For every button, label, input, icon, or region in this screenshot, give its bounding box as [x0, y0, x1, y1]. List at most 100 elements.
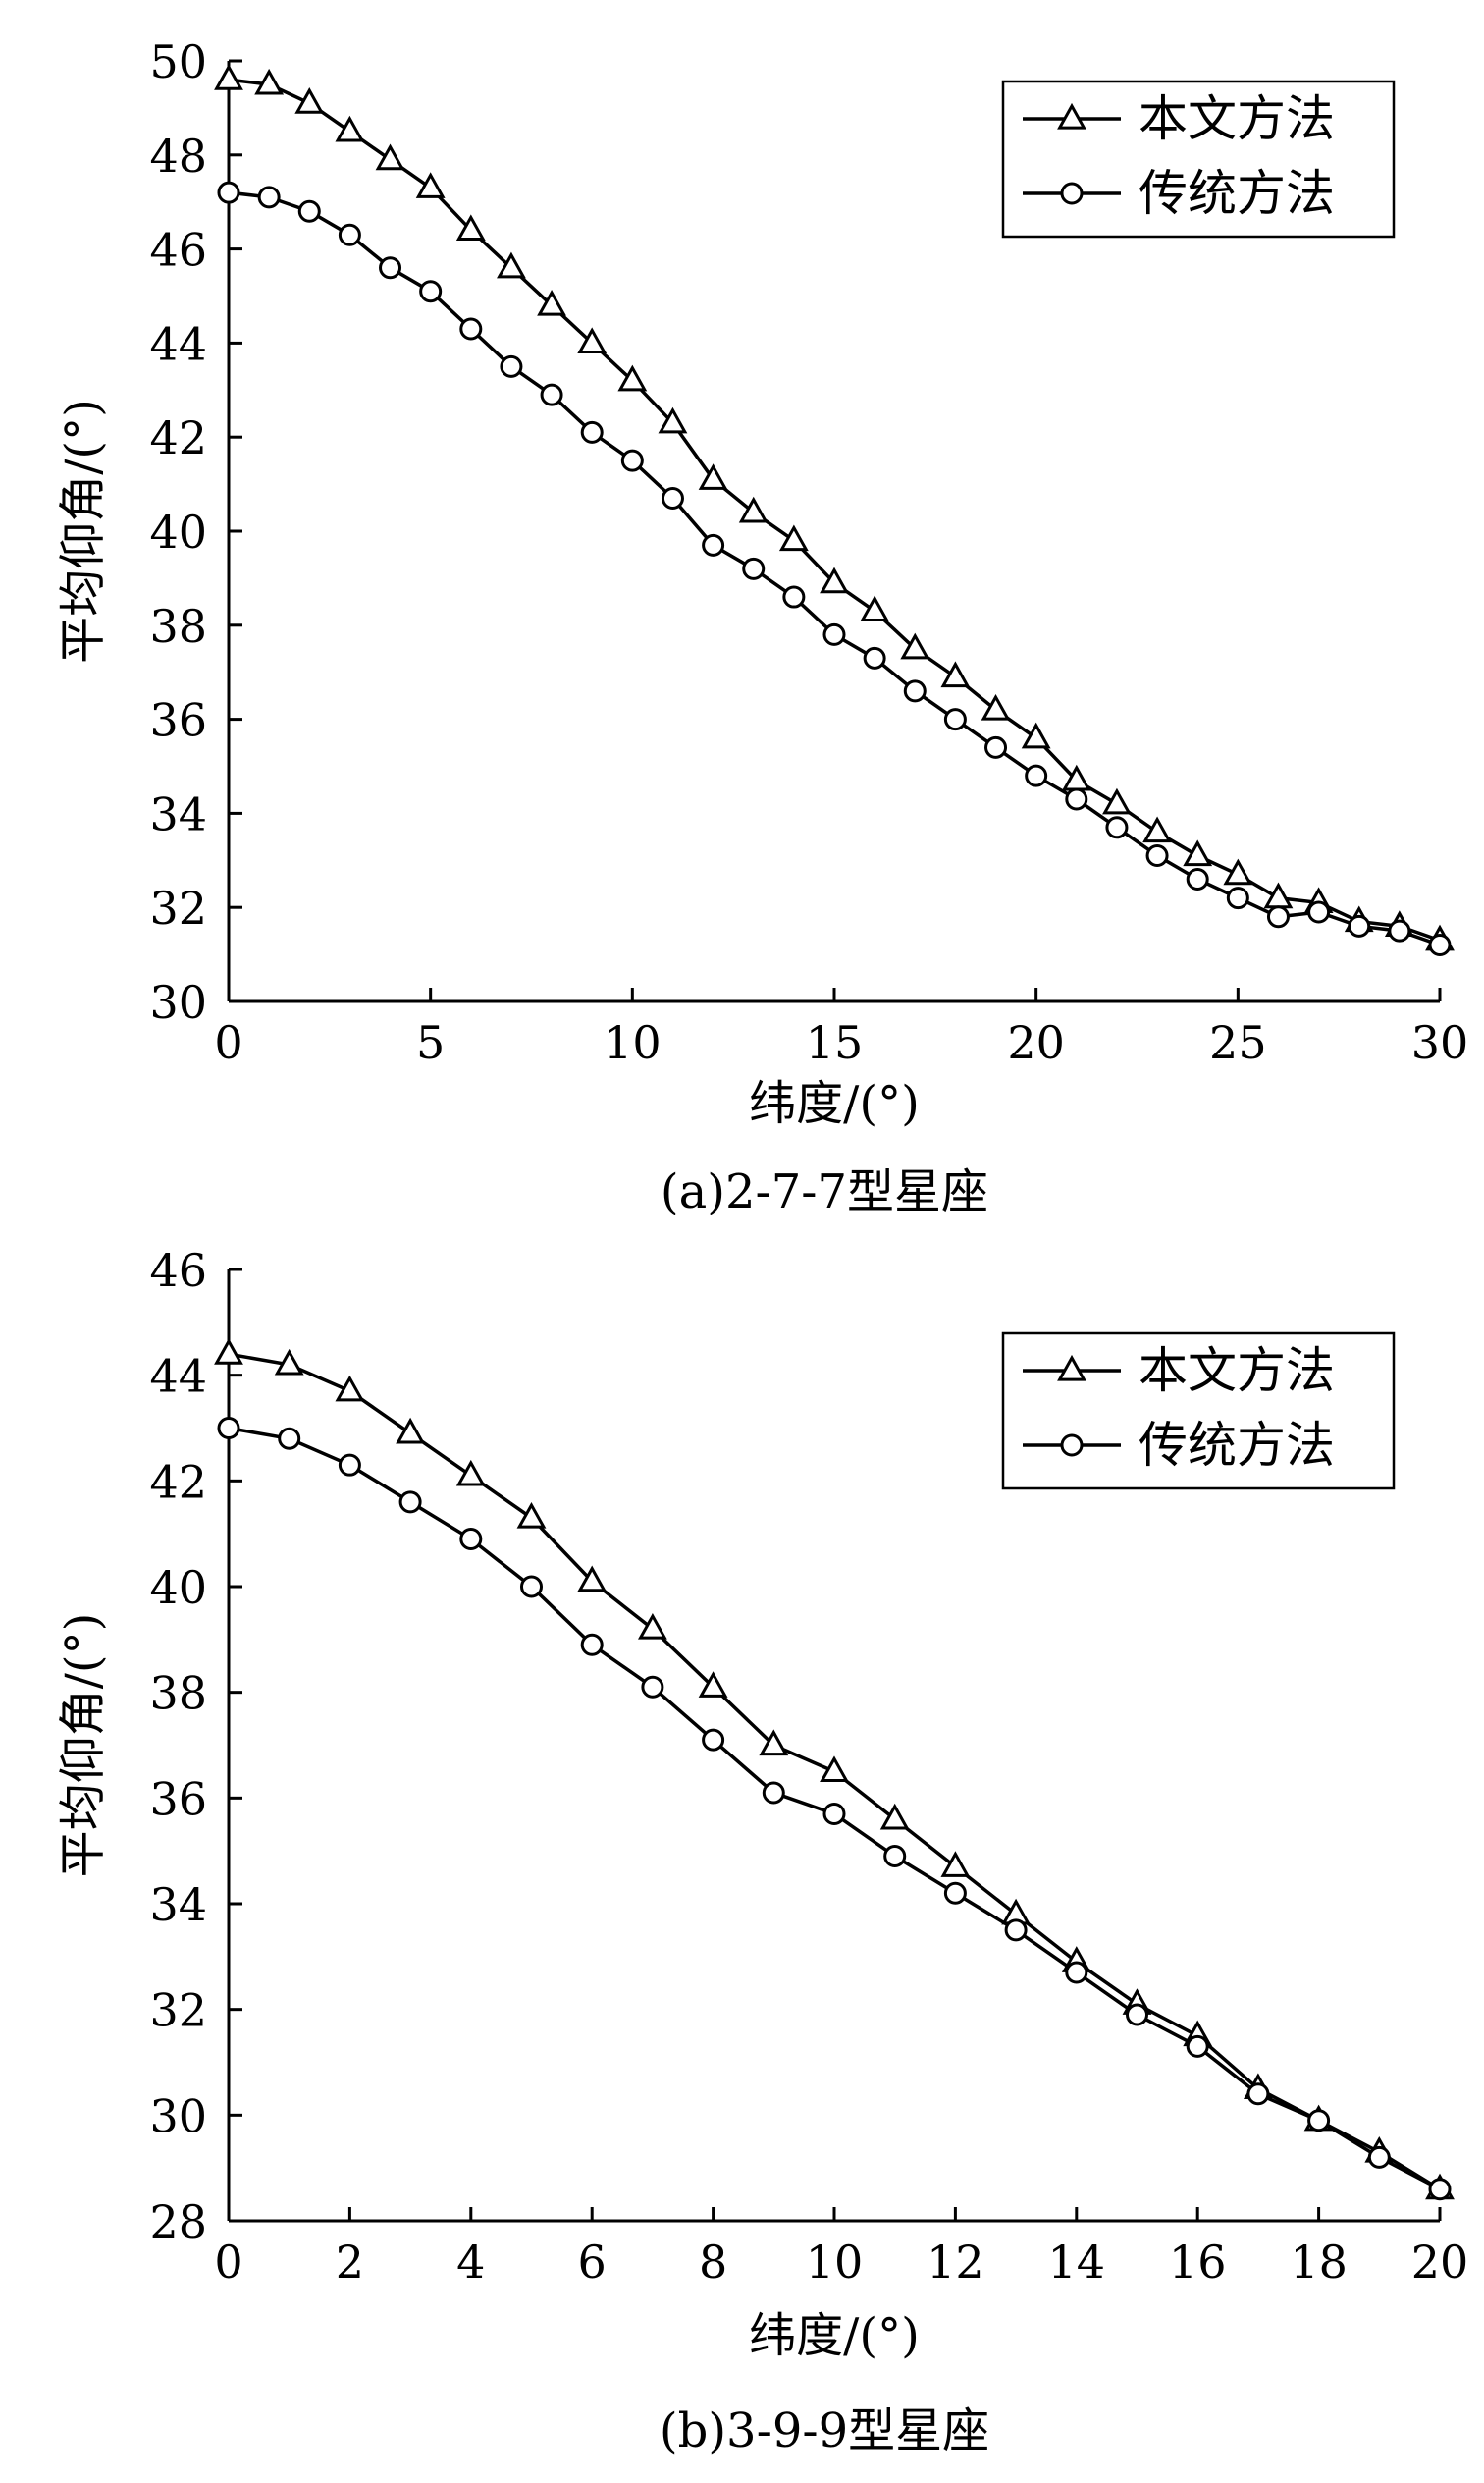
data-point-triangle [577, 1565, 608, 1592]
data-point-circle [338, 223, 361, 246]
data-point-triangle [778, 524, 809, 552]
data-point-circle [278, 1427, 301, 1450]
y-tick-label: 34 [149, 787, 207, 840]
x-tick-label: 4 [456, 2236, 485, 2289]
data-point-circle [459, 317, 483, 341]
data-point-circle [217, 181, 240, 204]
data-point-circle [1388, 919, 1411, 943]
x-tick-label: 0 [214, 1016, 242, 1069]
data-point-triangle [879, 1803, 910, 1830]
legend-label: 本文方法 [1139, 90, 1335, 147]
y-tick-label: 38 [149, 600, 207, 653]
data-point-circle [500, 354, 523, 378]
data-point-circle [943, 708, 967, 731]
data-point-circle [580, 420, 604, 444]
data-point-triangle [537, 290, 566, 316]
data-point-triangle [698, 1671, 728, 1698]
data-point-circle [257, 186, 281, 209]
y-tick-label: 42 [149, 411, 207, 464]
chart-a: 30 32 34 36 38 40 42 44 46 48 50 0 5 10 15 20 25 30 纬度/(°)… [56, 35, 1469, 1219]
data-point-circle [1266, 905, 1290, 929]
data-point-triangle [335, 1375, 365, 1402]
data-point-triangle [396, 1417, 426, 1444]
data-point-triangle [294, 87, 325, 114]
data-point-circle [1246, 2082, 1270, 2106]
data-point-circle [540, 383, 563, 406]
data-point-triangle [516, 1501, 547, 1529]
x-tick-label: 10 [806, 2236, 864, 2289]
data-point-triangle [617, 364, 648, 392]
y-tick-label: 28 [149, 2195, 207, 2248]
legend-box [1001, 80, 1396, 239]
x-axis-label: 纬度/(°) [749, 2308, 920, 2363]
data-point-circle [1307, 2109, 1331, 2132]
y-axis-label: 平均仰角/(°) [56, 1613, 111, 1878]
data-point-circle [580, 1633, 604, 1656]
x-tick-label: 25 [1209, 1016, 1267, 1069]
data-point-circle [620, 449, 644, 472]
data-point-circle [1126, 2003, 1148, 2026]
data-point-triangle [1263, 882, 1294, 909]
x-tick-label: 6 [578, 2236, 607, 2289]
data-point-triangle [738, 496, 768, 523]
y-tick-label: 30 [149, 2089, 207, 2142]
data-point-circle [520, 1575, 543, 1598]
data-point-triangle [820, 1755, 849, 1783]
data-point-triangle [1102, 787, 1132, 815]
data-point-circle [943, 1881, 967, 1905]
data-point-triangle [1223, 858, 1253, 886]
data-point-circle [1065, 1961, 1088, 1984]
y-tick-label: 46 [149, 224, 207, 277]
data-point-triangle [940, 661, 971, 688]
data-point-circle [702, 533, 725, 557]
y-tick-label: 34 [149, 1878, 207, 1931]
data-point-circle [1145, 844, 1169, 868]
y-tick-label: 44 [149, 1350, 207, 1403]
data-point-triangle [455, 214, 486, 242]
data-point-triangle [1021, 722, 1051, 749]
data-point-circle [863, 646, 886, 670]
data-point-circle [459, 1528, 483, 1551]
data-point-circle [782, 585, 806, 609]
data-point-circle [742, 557, 766, 580]
legend-label: 本文方法 [1139, 1342, 1335, 1399]
data-point-circle [297, 199, 321, 223]
x-tick-label: 10 [604, 1016, 662, 1069]
data-point-circle [984, 735, 1008, 759]
legend-label: 传统方法 [1139, 165, 1335, 222]
data-point-triangle [455, 1459, 486, 1486]
y-tick-label: 50 [149, 35, 207, 88]
data-point-triangle [980, 693, 1011, 721]
x-tick-label: 16 [1169, 2236, 1227, 2289]
y-tick-label: 44 [149, 317, 207, 370]
data-point-circle [338, 1453, 361, 1477]
legend-marker-triangle [1057, 1354, 1086, 1381]
data-point-circle [1307, 900, 1331, 924]
legend-marker-circle [1060, 182, 1084, 205]
y-tick-label: 48 [149, 130, 207, 183]
data-point-circle [1428, 2178, 1452, 2201]
data-point-triangle [698, 463, 728, 490]
data-point-triangle [820, 567, 849, 594]
data-point-circle [1348, 914, 1371, 938]
data-point-triangle [274, 1348, 304, 1376]
data-point-circle [1105, 816, 1129, 839]
data-point-circle [661, 486, 684, 510]
x-tick-label: 18 [1290, 2236, 1348, 2289]
data-point-triangle [254, 68, 285, 95]
data-point-triangle [940, 1851, 971, 1877]
data-point-circle [217, 1417, 240, 1439]
data-point-circle [762, 1781, 785, 1805]
data-point-circle [1004, 1918, 1028, 1942]
chart-caption: (b)3-9-9型星座 [660, 2403, 989, 2458]
x-tick-label: 2 [336, 2236, 364, 2289]
y-tick-label: 40 [149, 1561, 207, 1614]
data-point-circle [398, 1490, 422, 1514]
data-point-circle [903, 679, 927, 703]
x-tick-label: 15 [806, 1016, 864, 1069]
y-tick-label: 32 [149, 882, 207, 935]
y-axis-label: 平均仰角/(°) [56, 399, 111, 664]
data-point-circle [822, 1802, 846, 1825]
y-tick-label: 46 [149, 1244, 207, 1297]
